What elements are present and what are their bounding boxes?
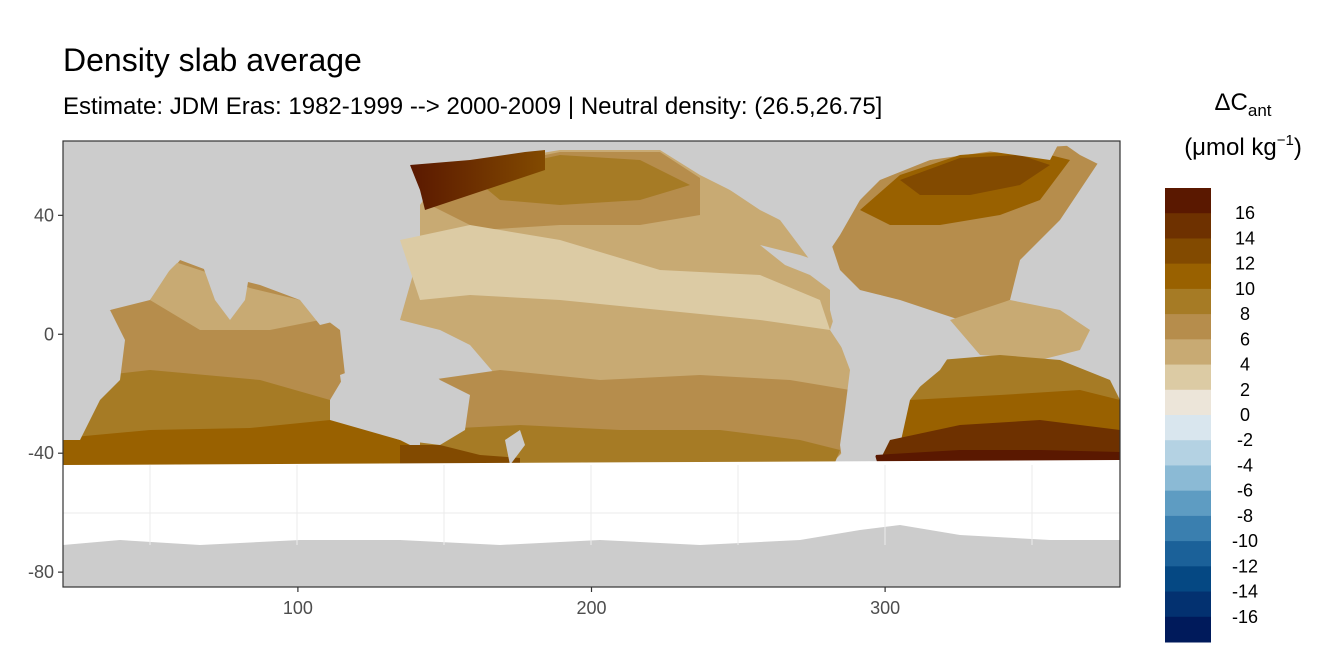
kuroshio-high bbox=[410, 150, 545, 210]
colorbar-label: 14 bbox=[1235, 228, 1255, 248]
colorbar-label: -16 bbox=[1232, 607, 1258, 627]
colorbar-swatch bbox=[1165, 541, 1211, 567]
y-axis: 40 0 -40 -80 bbox=[28, 205, 63, 582]
x-tick-label: 300 bbox=[870, 598, 900, 618]
legend-unit: (μmol kg−1) bbox=[1184, 132, 1302, 161]
colorbar-label: 10 bbox=[1235, 279, 1255, 299]
x-tick-label: 100 bbox=[283, 598, 313, 618]
legend-variable: ΔCant bbox=[1214, 89, 1272, 120]
land-asia bbox=[63, 141, 420, 325]
land-north-america bbox=[560, 141, 1060, 250]
land-greenland bbox=[1060, 141, 1120, 170]
colorbar-label: 4 bbox=[1240, 355, 1250, 375]
pacific-equatorial bbox=[400, 225, 830, 330]
colorbar-swatch bbox=[1165, 515, 1211, 542]
colorbar-swatch bbox=[1165, 415, 1211, 441]
colorbar-swatch bbox=[1165, 591, 1211, 618]
colorbar-label: 8 bbox=[1240, 304, 1250, 324]
colorbar-label: 6 bbox=[1240, 329, 1250, 349]
colorbar-label: -10 bbox=[1232, 531, 1258, 551]
land-europe-africa bbox=[1080, 165, 1120, 340]
y-tick-label: -80 bbox=[28, 562, 54, 582]
x-axis: 100 200 300 bbox=[283, 587, 900, 618]
x-tick-label: 200 bbox=[576, 598, 606, 618]
y-tick-label: -40 bbox=[28, 443, 54, 463]
colorbar-label: -12 bbox=[1232, 556, 1258, 576]
land-new-zealand bbox=[505, 430, 525, 465]
indian-ocean-south bbox=[63, 370, 330, 440]
colorbar-swatch bbox=[1165, 616, 1211, 643]
colorbar-swatch bbox=[1165, 465, 1211, 492]
map-title: Density slab average bbox=[63, 42, 362, 78]
land-central-america bbox=[760, 245, 850, 300]
land-africa-east bbox=[63, 310, 125, 440]
colorbar-swatch bbox=[1165, 263, 1211, 290]
colorbar: 16 14 12 10 8 6 4 2 0 -2 -4 -6 -8 -10 -12 -14 -16 bbox=[1165, 188, 1258, 643]
colorbar-swatch bbox=[1165, 440, 1211, 466]
colorbar-label: 12 bbox=[1235, 254, 1255, 274]
south-atlantic-high bbox=[880, 420, 1120, 460]
colorbar-swatch bbox=[1165, 339, 1211, 366]
land-india bbox=[200, 258, 250, 320]
continents bbox=[63, 141, 1120, 587]
colorbar-label: 0 bbox=[1240, 405, 1250, 425]
colorbar-swatch bbox=[1165, 490, 1211, 517]
land-borneo bbox=[335, 305, 385, 345]
colorbar-label: -4 bbox=[1237, 455, 1253, 475]
land-south-america bbox=[830, 290, 960, 485]
colorbar-swatch bbox=[1165, 213, 1211, 239]
map-panel bbox=[63, 141, 1120, 587]
colorbar-label: -6 bbox=[1237, 481, 1253, 501]
colorbar-label: -14 bbox=[1232, 582, 1258, 602]
colorbar-label: -2 bbox=[1237, 430, 1253, 450]
y-tick-label: 40 bbox=[34, 205, 54, 225]
land-australia bbox=[340, 360, 470, 445]
colorbar-label: 16 bbox=[1235, 203, 1255, 223]
colorbar-swatch bbox=[1165, 364, 1211, 391]
colorbar-swatch bbox=[1165, 566, 1211, 593]
legend-title: ΔCant (μmol kg−1) bbox=[1158, 86, 1328, 165]
colorbar-swatch bbox=[1165, 389, 1211, 416]
colorbar-label: -8 bbox=[1237, 506, 1253, 526]
gridlines bbox=[63, 465, 1120, 545]
y-tick-label: 0 bbox=[44, 324, 54, 344]
land-southeast-asia bbox=[300, 285, 345, 325]
colorbar-swatch bbox=[1165, 188, 1211, 214]
colorbar-swatch bbox=[1165, 238, 1211, 265]
colorbar-label: 2 bbox=[1240, 380, 1250, 400]
equatorial-atlantic bbox=[950, 300, 1090, 360]
land-antarctica bbox=[63, 525, 1120, 587]
ocean-field bbox=[63, 145, 1120, 475]
north-atlantic-high bbox=[900, 155, 1050, 195]
colorbar-swatch bbox=[1165, 288, 1211, 315]
map-subtitle: Estimate: JDM Eras: 1982-1999 --> 2000-2… bbox=[63, 93, 883, 120]
colorbar-swatch bbox=[1165, 314, 1211, 340]
